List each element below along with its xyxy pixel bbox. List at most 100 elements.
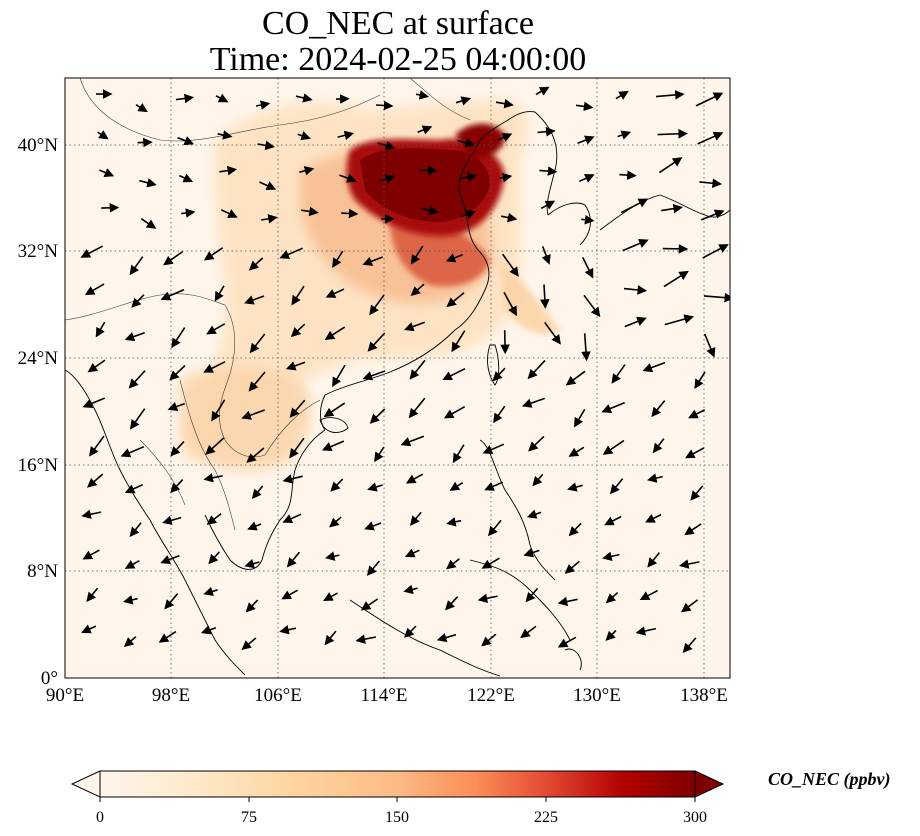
wind-arrow [337, 130, 355, 141]
country-borders [65, 78, 471, 531]
wind-arrow [246, 447, 265, 463]
lon-tick-labels: 90°E 98°E 106°E 114°E 122°E 130°E 138°E [46, 685, 728, 706]
wind-arrow [699, 178, 722, 188]
wind-arrow [527, 359, 546, 380]
wind-arrow [544, 321, 561, 345]
lon-tick-label: 130°E [573, 685, 621, 706]
wind-arrow [290, 323, 306, 338]
lat-tick-label: 8°N [27, 561, 58, 582]
wind-arrow [217, 130, 233, 140]
wind-arrow [481, 633, 497, 647]
wind-arrow [241, 637, 257, 651]
wind-arrow [581, 256, 594, 279]
wind-arrow [623, 285, 648, 295]
colorbar-extend-min [70, 770, 101, 798]
wind-arrow [664, 314, 694, 326]
wind-arrow [137, 137, 153, 148]
wind-arrow [661, 203, 683, 214]
wind-arrow [124, 483, 144, 494]
wind-arrow [171, 327, 186, 349]
wind-arrow [367, 332, 386, 352]
wind-arrow [482, 443, 505, 455]
wind-arrow [285, 361, 306, 371]
wind-arrow [684, 447, 705, 459]
wind-arrow [82, 397, 106, 409]
wind-arrow [332, 250, 344, 268]
wind-arrow [421, 205, 439, 215]
wind-arrow [521, 397, 545, 408]
wind-arrow [679, 559, 700, 569]
wind-arrow [241, 409, 265, 420]
wind-arrow [281, 589, 298, 600]
wind-arrow [160, 554, 180, 565]
wind-arrow [408, 397, 426, 419]
wind-arrow [244, 559, 260, 569]
wind-arrow [657, 129, 688, 139]
wind-arrow [131, 294, 145, 308]
wind-arrow [487, 519, 502, 537]
wind-arrow [86, 473, 104, 488]
wind-arrow [123, 636, 137, 648]
lat-tick-label: 40°N [18, 135, 59, 156]
wind-arrow [573, 408, 586, 428]
wind-arrow [449, 481, 464, 491]
wind-arrow [639, 589, 658, 601]
wind-arrow [181, 208, 196, 218]
wind-arrow [366, 560, 381, 576]
wind-arrow [635, 626, 657, 636]
wind-arrow [203, 586, 218, 596]
wind-arrow [248, 257, 264, 271]
wind-arrow [332, 364, 346, 388]
wind-arrow [206, 323, 226, 335]
wind-arrow [459, 172, 478, 182]
wind-arrow [503, 291, 517, 317]
ncp-peak-plume [360, 148, 490, 222]
wind-arrow [170, 441, 185, 457]
wind-arrow [158, 630, 177, 643]
wind-arrow [286, 551, 301, 568]
wind-arrow [362, 370, 386, 381]
wind-arrow [206, 513, 222, 525]
wind-arrow [84, 283, 105, 296]
wind-arrow [403, 584, 418, 595]
wind-arrow [101, 203, 120, 213]
wind-arrow [355, 634, 377, 644]
lon-tick-label: 138°E [680, 685, 728, 706]
wind-arrow [568, 522, 582, 537]
wind-arrow [369, 408, 386, 424]
wind-arrow [129, 256, 144, 276]
wind-arrow [609, 478, 624, 495]
wind-arrow [220, 209, 238, 218]
wind-arrow [540, 200, 556, 210]
wind-arrow [99, 168, 115, 177]
wind-arrow [523, 548, 540, 558]
wind-arrow [129, 522, 142, 537]
wind-arrow [605, 630, 617, 641]
wind-arrow [602, 439, 625, 455]
wind-arrow [247, 521, 262, 531]
wind-arrow [681, 599, 699, 613]
wind-arrow [647, 473, 663, 483]
wind-arrow [375, 100, 394, 111]
wind-arrow [261, 214, 278, 224]
wind-arrow [362, 256, 383, 266]
wind-arrow [163, 250, 184, 266]
wind-arrow [341, 208, 359, 219]
wind-arrow [535, 86, 550, 96]
lat-tick-label: 32°N [18, 241, 59, 262]
wind-arrow [481, 557, 500, 569]
wind-arrow [567, 482, 583, 492]
wind-arrow [129, 408, 146, 430]
wind-arrow [160, 288, 185, 301]
wind-arrow [177, 136, 195, 146]
wind-arrow [135, 102, 148, 113]
wind-arrow [532, 473, 544, 487]
wind-arrow [211, 399, 226, 422]
wind-arrow [409, 359, 426, 380]
lat-tick-labels: 0° 8°N 16°N 24°N 32°N 40°N [18, 135, 59, 689]
wind-arrow [615, 90, 629, 100]
wind-arrow [452, 444, 465, 464]
wind-arrow [619, 170, 637, 180]
wind-arrow [602, 551, 620, 561]
wind-arrow [97, 130, 109, 140]
